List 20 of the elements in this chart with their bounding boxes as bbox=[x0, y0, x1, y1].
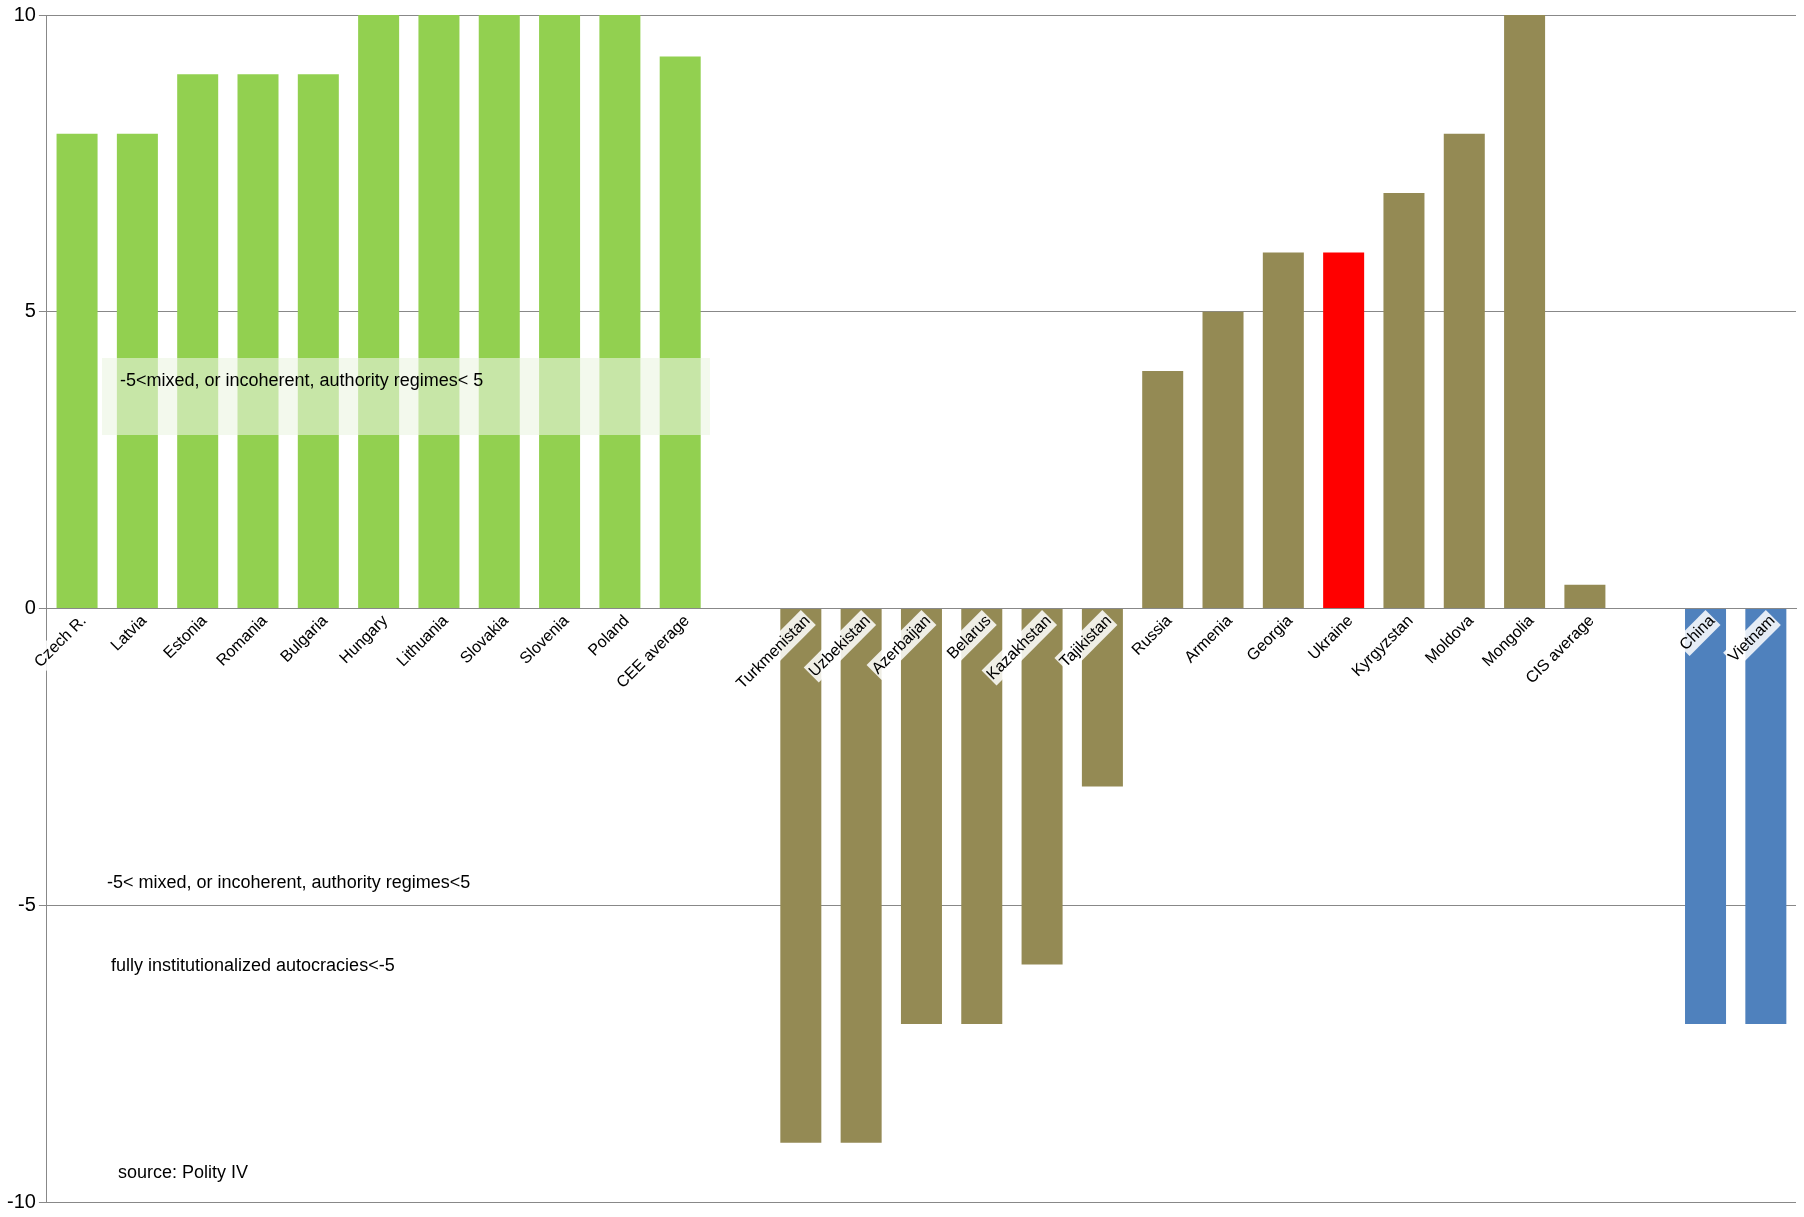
bar bbox=[599, 15, 641, 608]
y-tick-label: -5 bbox=[18, 892, 36, 915]
bar bbox=[539, 15, 581, 608]
bar bbox=[659, 56, 701, 608]
bar bbox=[56, 133, 98, 608]
annotation: fully institutionalized autocracies<-5 bbox=[111, 955, 395, 976]
y-tick-label: 10 bbox=[13, 2, 36, 25]
annotation: -5<mixed, or incoherent, authority regimes< 5 bbox=[120, 370, 484, 391]
bar bbox=[1504, 15, 1546, 608]
bar bbox=[1443, 133, 1485, 608]
annotation: -5< mixed, or incoherent, authority regimes<5 bbox=[107, 872, 471, 893]
y-tick-label: -10 bbox=[7, 1189, 36, 1212]
bar bbox=[1564, 584, 1606, 608]
bar bbox=[1383, 193, 1425, 608]
bar bbox=[1262, 252, 1304, 608]
bar bbox=[1323, 252, 1365, 608]
bar bbox=[1142, 371, 1184, 608]
annotation: source: Polity IV bbox=[118, 1162, 249, 1183]
bar bbox=[1202, 311, 1244, 608]
y-tick-label: 5 bbox=[24, 299, 36, 322]
